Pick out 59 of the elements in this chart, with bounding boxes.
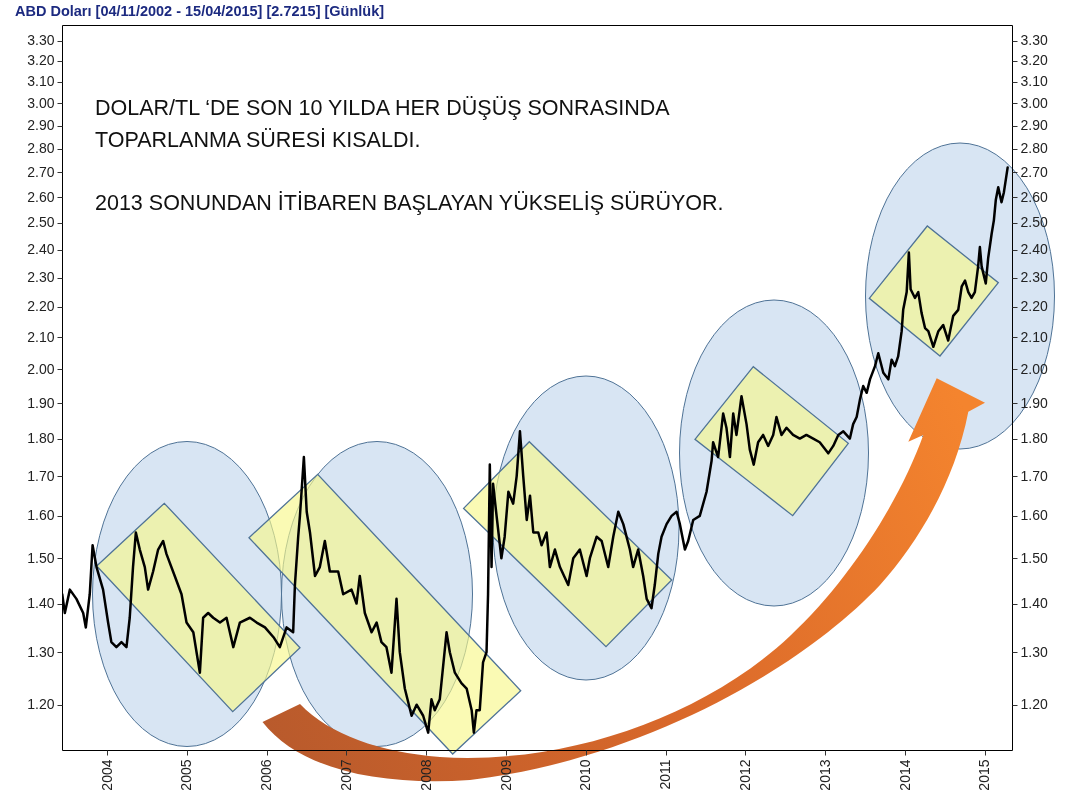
y-tick-label: 2.40 bbox=[27, 241, 55, 258]
x-tick-label: 2013 bbox=[816, 759, 833, 791]
x-tick-label: 2004 bbox=[98, 759, 115, 791]
x-tick-label: 2012 bbox=[736, 759, 753, 791]
annotation: 2013 SONUNDAN İTİBAREN BAŞLAYAN YÜKSELİŞ SÜRÜYOR. bbox=[95, 190, 725, 217]
x-tick-label: 2009 bbox=[497, 759, 514, 791]
text: 2.00 bbox=[1020, 360, 1048, 377]
text: 1.30 bbox=[1020, 643, 1048, 660]
y-tick-label: 1.50 bbox=[27, 549, 55, 566]
text: 1.70 bbox=[1020, 467, 1048, 484]
y-tick-label: 1.60 bbox=[27, 507, 55, 524]
text: 2.20 bbox=[1020, 298, 1048, 315]
y-tick-label: 1.40 bbox=[27, 595, 55, 612]
y-tick-label: 1.30 bbox=[27, 643, 55, 660]
text: 2.80 bbox=[1020, 140, 1048, 157]
y-tick-label: 2.10 bbox=[27, 328, 55, 345]
text: 2.60 bbox=[1020, 188, 1048, 205]
text: 1.90 bbox=[1020, 394, 1048, 411]
x-tick-label: 2007 bbox=[337, 759, 354, 791]
y-tick-label: 1.90 bbox=[27, 394, 55, 411]
x-tick-label: 2015 bbox=[976, 759, 993, 791]
text: 1.20 bbox=[1020, 696, 1048, 713]
text: 3.10 bbox=[1020, 73, 1048, 90]
y-tick-label: 3.10 bbox=[27, 73, 55, 90]
y-tick-label: 2.80 bbox=[27, 140, 55, 157]
x-tick-label: 2010 bbox=[577, 759, 594, 791]
y-tick-label: 2.90 bbox=[27, 117, 55, 134]
text: 2.10 bbox=[1020, 328, 1048, 345]
text: 1.80 bbox=[1020, 430, 1048, 447]
text: 3.00 bbox=[1020, 94, 1048, 111]
x-tick-label: 2005 bbox=[178, 759, 195, 791]
y-tick-label: 2.60 bbox=[27, 188, 55, 205]
text: 2.70 bbox=[1020, 163, 1048, 180]
text: 1.60 bbox=[1020, 507, 1048, 524]
x-tick-label: 2014 bbox=[896, 759, 913, 791]
y-tick-label: 2.70 bbox=[27, 163, 55, 180]
text: 2.50 bbox=[1020, 214, 1048, 231]
y-tick-label: 1.70 bbox=[27, 467, 55, 484]
y-tick-label: 2.30 bbox=[27, 269, 55, 286]
text: 2.40 bbox=[1020, 241, 1048, 258]
y-tick-label: 2.00 bbox=[27, 360, 55, 377]
text: 3.20 bbox=[1020, 52, 1048, 69]
x-tick-label: 2006 bbox=[258, 759, 275, 791]
y-tick-label: 2.20 bbox=[27, 298, 55, 315]
x-tick-label: 2008 bbox=[417, 759, 434, 791]
y-tick-label: 1.20 bbox=[27, 696, 55, 713]
y-tick-label: 3.00 bbox=[27, 94, 55, 111]
text: 1.50 bbox=[1020, 549, 1048, 566]
text: 3.30 bbox=[1020, 32, 1048, 49]
text: 2.90 bbox=[1020, 117, 1048, 134]
annotation: DOLAR/TL ‘DE SON 10 YILDA HER DÜŞÜŞ SONRASINDA TOPARLANMA SÜRESİ KISALDI. bbox=[95, 95, 671, 154]
y-tick-label: 2.50 bbox=[27, 214, 55, 231]
y-tick-label: 1.80 bbox=[27, 430, 55, 447]
chart-title: ABD Doları [04/11/2002 - 15/04/2015] [2.7215] [Günlük] bbox=[15, 2, 385, 19]
text: 2.30 bbox=[1020, 269, 1048, 286]
x-tick-label: 2011 bbox=[657, 759, 674, 790]
y-tick-label: 3.30 bbox=[27, 32, 55, 49]
text: 1.40 bbox=[1020, 595, 1048, 612]
y-tick-label: 3.20 bbox=[27, 52, 55, 69]
